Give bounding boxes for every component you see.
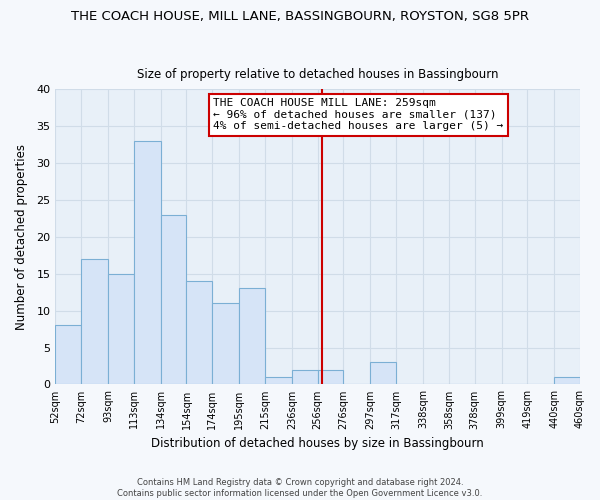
Text: THE COACH HOUSE MILL LANE: 259sqm
← 96% of detached houses are smaller (137)
4% : THE COACH HOUSE MILL LANE: 259sqm ← 96% … — [214, 98, 504, 131]
Title: Size of property relative to detached houses in Bassingbourn: Size of property relative to detached ho… — [137, 68, 499, 81]
Bar — [187, 281, 212, 384]
Bar — [81, 259, 108, 384]
Text: THE COACH HOUSE, MILL LANE, BASSINGBOURN, ROYSTON, SG8 5PR: THE COACH HOUSE, MILL LANE, BASSINGBOURN… — [71, 10, 529, 23]
Bar — [554, 377, 580, 384]
Text: Contains HM Land Registry data © Crown copyright and database right 2024.
Contai: Contains HM Land Registry data © Crown c… — [118, 478, 482, 498]
Bar — [239, 288, 265, 384]
Bar — [292, 370, 317, 384]
Bar — [134, 141, 161, 384]
Y-axis label: Number of detached properties: Number of detached properties — [15, 144, 28, 330]
Bar — [265, 377, 292, 384]
Bar — [161, 214, 187, 384]
Bar — [55, 326, 81, 384]
Bar — [212, 303, 239, 384]
Bar — [317, 370, 343, 384]
X-axis label: Distribution of detached houses by size in Bassingbourn: Distribution of detached houses by size … — [151, 437, 484, 450]
Bar — [108, 274, 134, 384]
Bar — [370, 362, 396, 384]
